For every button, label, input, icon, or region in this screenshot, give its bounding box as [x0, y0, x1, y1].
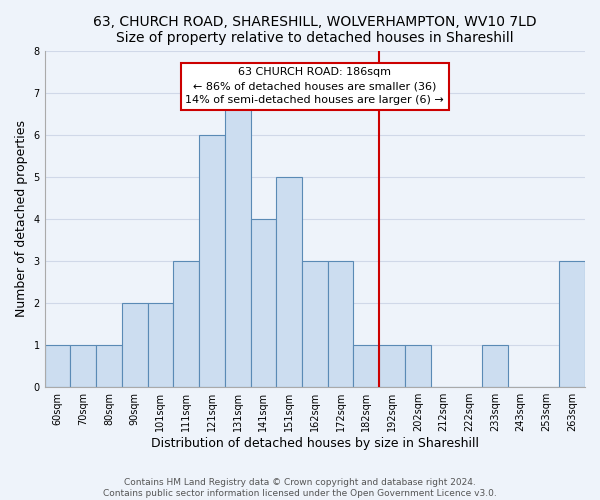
- Bar: [148, 303, 173, 387]
- Bar: [276, 176, 302, 387]
- Bar: [96, 345, 122, 387]
- Bar: [328, 261, 353, 387]
- Y-axis label: Number of detached properties: Number of detached properties: [15, 120, 28, 318]
- Title: 63, CHURCH ROAD, SHARESHILL, WOLVERHAMPTON, WV10 7LD
Size of property relative t: 63, CHURCH ROAD, SHARESHILL, WOLVERHAMPT…: [93, 15, 536, 45]
- Bar: [173, 261, 199, 387]
- Bar: [379, 345, 405, 387]
- X-axis label: Distribution of detached houses by size in Shareshill: Distribution of detached houses by size …: [151, 437, 479, 450]
- Bar: [302, 261, 328, 387]
- Bar: [559, 261, 585, 387]
- Text: 63 CHURCH ROAD: 186sqm
← 86% of detached houses are smaller (36)
14% of semi-det: 63 CHURCH ROAD: 186sqm ← 86% of detached…: [185, 68, 444, 106]
- Bar: [122, 303, 148, 387]
- Bar: [482, 345, 508, 387]
- Bar: [70, 345, 96, 387]
- Bar: [251, 219, 276, 387]
- Bar: [44, 345, 70, 387]
- Text: Contains HM Land Registry data © Crown copyright and database right 2024.
Contai: Contains HM Land Registry data © Crown c…: [103, 478, 497, 498]
- Bar: [405, 345, 431, 387]
- Bar: [353, 345, 379, 387]
- Bar: [225, 92, 251, 387]
- Bar: [199, 134, 225, 387]
